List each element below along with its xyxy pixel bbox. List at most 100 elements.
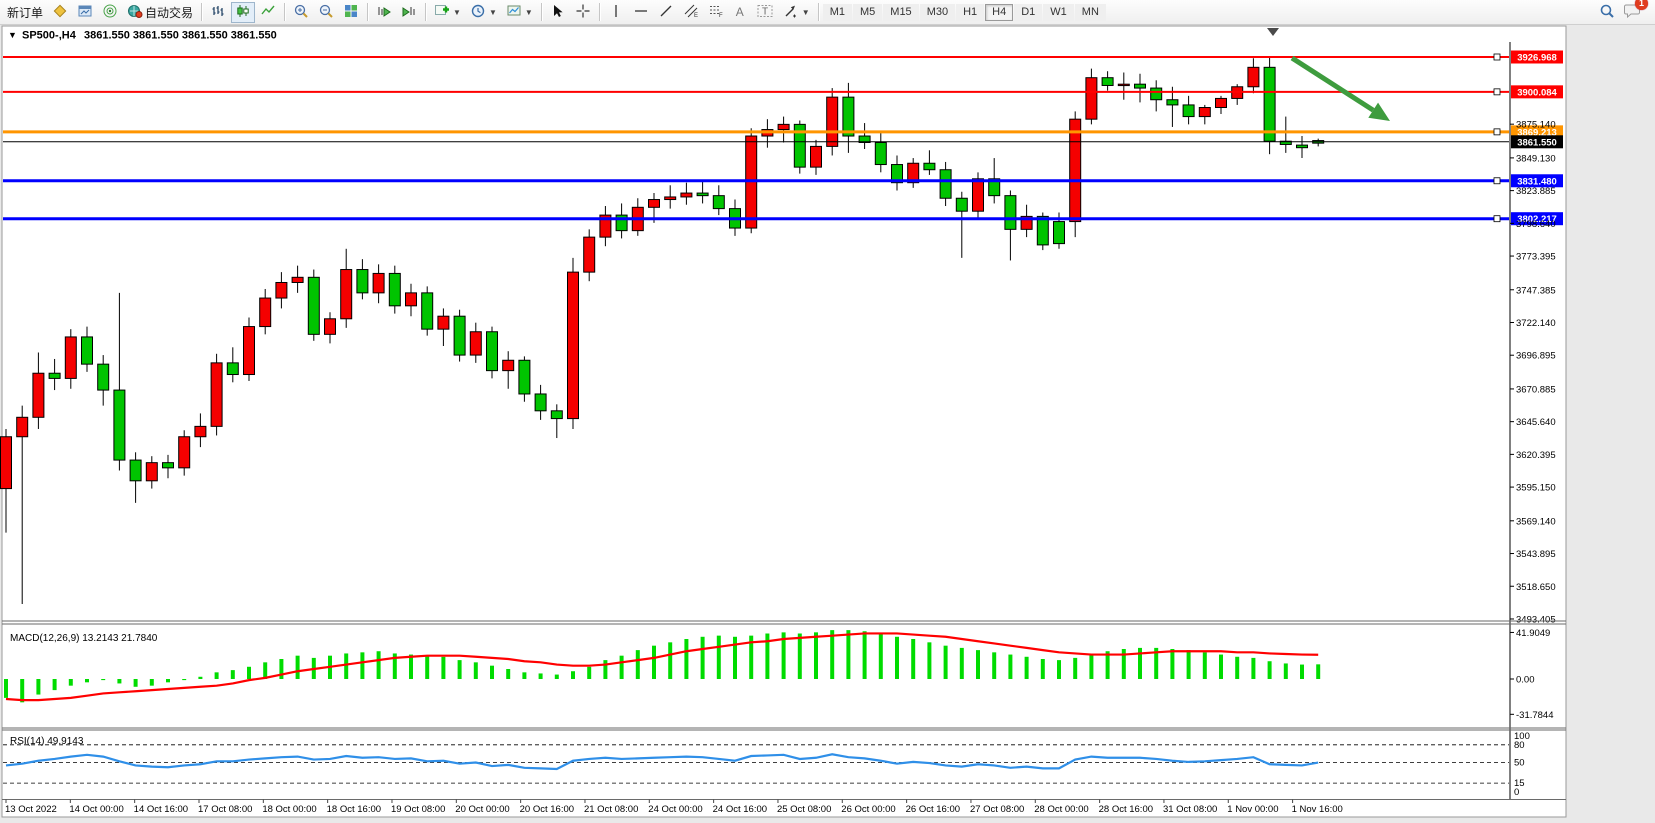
date-tick-label: 24 Oct 16:00	[713, 804, 767, 815]
auto-trading-button[interactable]: 自动交易	[123, 2, 197, 23]
text-tool-button[interactable]: A	[729, 2, 751, 23]
candle-body	[858, 135, 871, 144]
indicators-button[interactable]: ▼	[430, 2, 465, 23]
notifications-button[interactable]: 1	[1620, 0, 1648, 23]
data-window-button[interactable]	[73, 2, 97, 23]
timeframe-button-M5[interactable]: M5	[853, 3, 883, 21]
hline-anchor[interactable]	[1493, 177, 1501, 185]
date-tick-label: 14 Oct 16:00	[134, 804, 188, 815]
hline-anchor[interactable]	[1493, 215, 1501, 223]
timeframe-button-MN[interactable]: MN	[1074, 3, 1106, 21]
toolbar-separator	[598, 3, 600, 21]
candle-body	[48, 372, 61, 379]
auto-trading-icon	[127, 3, 143, 22]
candle-body	[615, 214, 628, 232]
timeframe-button-D1[interactable]: D1	[1014, 3, 1043, 21]
candle-body	[194, 425, 207, 438]
candlestick-mode-button[interactable]	[231, 1, 256, 23]
date-axis[interactable]: 13 Oct 2022 14 Oct 00:00 14 Oct 16:00 17 Oc…	[5, 799, 1343, 816]
candle-body	[356, 269, 369, 294]
date-tick-label: 31 Oct 08:00	[1163, 804, 1217, 815]
line-chart-mode-button[interactable]	[256, 2, 280, 23]
candle-body	[388, 272, 401, 307]
candle-body	[129, 459, 142, 482]
channel-tool-button[interactable]: E	[679, 2, 703, 23]
price-tick-label: 3696.895	[1516, 351, 1556, 362]
candle-body	[210, 362, 223, 427]
fibonacci-tool-button[interactable]: F	[704, 2, 728, 23]
price-tick-label: 3722.140	[1516, 318, 1556, 329]
templates-button[interactable]: ▼	[502, 2, 537, 23]
candle-body	[1020, 215, 1033, 230]
date-tick-label: 28 Oct 00:00	[1034, 804, 1088, 815]
rsi-label: RSI(14) 49.9143	[10, 736, 84, 747]
candle-body	[1053, 221, 1065, 245]
price-tick-label: 3849.130	[1516, 153, 1556, 164]
timeframe-button-M1[interactable]: M1	[822, 3, 852, 21]
date-tick-label: 20 Oct 16:00	[520, 804, 574, 815]
rsi-tick-label: 100	[1514, 731, 1530, 742]
candle-body	[518, 359, 531, 395]
dropdown-caret-icon: ▼	[488, 7, 497, 17]
tile-windows-icon	[343, 3, 359, 22]
candle-body	[16, 416, 29, 438]
dropdown-caret-icon: ▼	[801, 7, 810, 17]
candle-body	[680, 192, 693, 198]
timeframe-button-M30[interactable]: M30	[919, 3, 956, 21]
hline-price-flag-label: 3926.968	[1517, 53, 1557, 64]
candlestick-icon	[235, 3, 251, 22]
crosshair-tool-button[interactable]	[571, 2, 595, 23]
price-axis[interactable]: 3875.140 3849.130 3823.885 3798.640 3773.395…	[2, 42, 1566, 800]
date-tick-label: 19 Oct 08:00	[391, 804, 445, 815]
timeframe-button-M15[interactable]: M15	[883, 3, 919, 21]
date-tick-label: 25 Oct 08:00	[777, 804, 831, 815]
timeframe-button-W1[interactable]: W1	[1043, 3, 1074, 21]
label-tool-button[interactable]: T	[752, 2, 778, 23]
navigator-button[interactable]	[98, 2, 122, 23]
candle-body	[550, 410, 563, 420]
arrows-tool-button[interactable]: ▼	[779, 2, 814, 23]
hline-price-flag-label: 3869.213	[1517, 127, 1557, 138]
candle-body	[664, 196, 677, 201]
hline-anchor[interactable]	[1493, 88, 1501, 96]
chart-shift-button[interactable]	[397, 2, 421, 23]
trendline-tool-button[interactable]	[654, 2, 678, 23]
candle-body	[1004, 195, 1017, 230]
new-order-button[interactable]: 新订单	[3, 2, 47, 23]
horizontal-line-tool-button[interactable]	[629, 2, 653, 23]
vertical-line-tool-button[interactable]	[604, 2, 628, 23]
trend-arrow-object[interactable]	[1290, 55, 1390, 121]
hline-anchor[interactable]	[1493, 53, 1501, 61]
label-tool-icon: T	[756, 3, 774, 22]
date-tick-label: 21 Oct 08:00	[584, 804, 638, 815]
zoom-out-button[interactable]	[314, 2, 338, 23]
candle-body	[842, 96, 855, 137]
auto-scroll-button[interactable]	[372, 2, 396, 23]
macd-panel[interactable]: 41.9049 0.00 -31.7844	[4, 628, 1554, 721]
timeframe-button-H4[interactable]: H4	[985, 3, 1014, 21]
periods-button[interactable]: ▼	[466, 2, 501, 23]
candle-body	[939, 169, 952, 199]
candle-body	[437, 315, 450, 330]
zoom-in-button[interactable]	[289, 2, 313, 23]
arrow-objects-icon	[783, 3, 799, 22]
one-click-trading-toggle[interactable]: ▼	[8, 30, 17, 40]
date-tick-label: 24 Oct 00:00	[648, 804, 702, 815]
macd-tick-label: 0.00	[1516, 675, 1535, 686]
price-tick-label: 3670.885	[1516, 384, 1556, 395]
tile-windows-button[interactable]	[339, 2, 363, 23]
chart-shift-marker[interactable]	[1267, 28, 1279, 36]
candle-body	[1296, 144, 1308, 149]
candle-body	[972, 178, 984, 212]
candle-body	[307, 276, 320, 335]
timeframe-button-H1[interactable]: H1	[956, 3, 985, 21]
bar-chart-mode-button[interactable]	[206, 2, 230, 23]
rsi-tick-label: 80	[1514, 740, 1525, 751]
market-watch-button[interactable]	[48, 2, 72, 23]
hline-anchor[interactable]	[1493, 128, 1501, 136]
search-button[interactable]	[1595, 2, 1619, 23]
cursor-tool-button[interactable]	[546, 2, 570, 23]
